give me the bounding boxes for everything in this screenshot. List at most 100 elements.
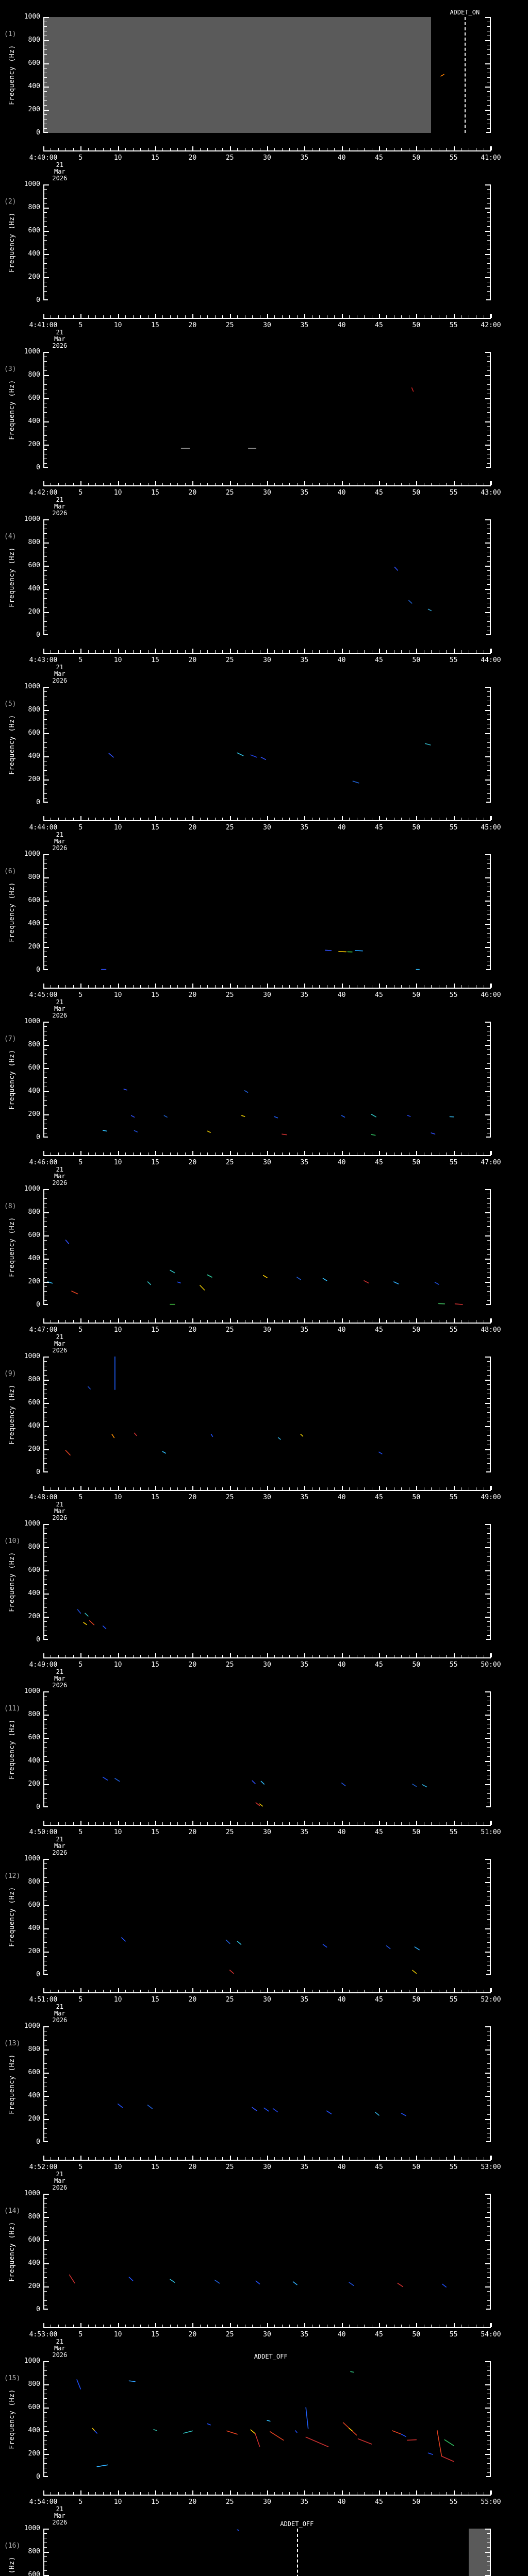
spectrogram-panel[interactable]: (11) Frequency (Hz) 0 200 400 600 800 1000 4:5… [0, 1682, 528, 1856]
spectrogram-panel[interactable]: (4) Frequency (Hz) 0 200 400 600 800 1000 4:43… [0, 510, 528, 684]
y-tick [485, 1022, 491, 1023]
plot-area[interactable] [43, 854, 491, 970]
y-minor-tick [43, 2556, 47, 2557]
y-tick [43, 1259, 49, 1260]
trace-layer [101, 950, 420, 970]
y-tick [485, 924, 491, 925]
y-minor-tick [43, 1793, 47, 1794]
plot-area[interactable] [43, 1859, 491, 1975]
y-minor-tick [487, 742, 491, 743]
plot-area[interactable] [43, 1357, 491, 1472]
spectrogram-panel[interactable]: (8) Frequency (Hz) 0 200 400 600 800 1000 4:47… [0, 1180, 528, 1354]
x-tick [341, 1988, 343, 1992]
plot-area[interactable] [43, 1022, 491, 1138]
x-tick-label: 30 [263, 1494, 271, 1501]
x-axis[interactable]: 4:49:00 5 10 15 20 25 30 35 40 45 50 55 50:00 21 Mar… [29, 1653, 501, 1689]
plot-area[interactable] [43, 2361, 491, 2477]
spectrogram-panel[interactable]: (12) Frequency (Hz) 0 200 400 600 800 1000 4:5… [0, 1850, 528, 2024]
x-minor-tick [170, 1320, 171, 1323]
x-axis-line [43, 1323, 491, 1324]
y-tick-label: 1000 [24, 1185, 40, 1193]
x-minor-tick [289, 818, 290, 820]
y-tick-label: 800 [28, 2213, 40, 2221]
x-minor-tick [296, 148, 298, 150]
x-tick-label: 10 [113, 489, 122, 497]
spectrogram-panel[interactable]: (3) Frequency (Hz) 0 200 400 600 800 1000 4:42… [0, 343, 528, 517]
x-minor-tick [386, 148, 387, 150]
y-minor-tick [487, 1421, 491, 1422]
x-axis[interactable]: 4:46:00 5 10 15 20 25 30 35 40 45 50 55 47:00 21 Mar… [29, 1151, 501, 1187]
plot-area[interactable] [43, 2529, 491, 2576]
panel-number: (7) [4, 1035, 16, 1043]
spectrogram-panel[interactable]: (5) Frequency (Hz) 0 200 400 600 800 1000 4:44… [0, 677, 528, 852]
plot-area[interactable] [43, 519, 491, 635]
x-axis[interactable]: 4:40:00 5 10 15 20 25 30 35 40 45 50 55 41:00 21 Mar… [29, 146, 501, 182]
y-minor-tick [43, 1054, 47, 1055]
x-minor-tick [364, 1153, 365, 1155]
y-tick-label: 600 [28, 59, 40, 67]
plot-area[interactable] [43, 1691, 491, 1807]
x-minor-tick [401, 985, 402, 988]
y-minor-tick [487, 435, 491, 436]
x-minor-tick [214, 650, 216, 653]
whistler-trace [250, 754, 257, 758]
x-tick [118, 1486, 119, 1490]
y-minor-tick [43, 263, 47, 264]
y-minor-tick [487, 556, 491, 557]
spectrogram-panel[interactable]: (15) Frequency (Hz) 0 200 400 600 800 1000 ADD… [0, 2352, 528, 2526]
spectrogram-panel[interactable]: (14) Frequency (Hz) 0 200 400 600 800 1000 4:5… [0, 2184, 528, 2359]
x-tick-label: 30 [263, 2163, 271, 2171]
plot-area[interactable] [43, 1524, 491, 1640]
x-tick [80, 481, 82, 485]
x-axis[interactable]: 4:53:00 5 10 15 20 25 30 35 40 45 50 55 54:00 21 Mar… [29, 2323, 501, 2359]
y-tick-label: 400 [28, 1087, 40, 1095]
y-tick [485, 1594, 491, 1595]
y-tick [485, 1357, 491, 1358]
y-tick-label: 400 [28, 752, 40, 760]
spectrogram-panel[interactable]: (1) Frequency (Hz) 0 200 400 600 800 1000 ADDE… [0, 8, 528, 182]
plot-area[interactable] [43, 687, 491, 803]
x-axis[interactable]: 4:51:00 5 10 15 20 25 30 35 40 45 50 55 52:00 21 Mar… [29, 1988, 501, 2024]
whistler-trace [85, 1613, 89, 1617]
spectrogram-panel[interactable]: (9) Frequency (Hz) 0 200 400 600 800 1000 4:48… [0, 1347, 528, 1521]
plot-area[interactable] [43, 2026, 491, 2142]
spectrogram-panel[interactable]: (13) Frequency (Hz) 0 200 400 600 800 1000 4:5… [0, 2017, 528, 2191]
plot-area[interactable] [43, 17, 491, 133]
x-axis[interactable]: 4:44:00 5 10 15 20 25 30 35 40 45 50 55 45:00 21 Mar… [29, 816, 501, 852]
x-minor-tick [274, 650, 275, 653]
spine-cap [486, 1471, 491, 1472]
x-tick [267, 2490, 268, 2495]
y-minor-tick [487, 286, 491, 287]
spectrogram-panel[interactable]: (10) Frequency (Hz) 0 200 400 600 800 1000 4:4… [0, 1515, 528, 1689]
plot-area[interactable] [43, 184, 491, 300]
x-minor-tick [110, 315, 111, 318]
spectrogram-panel[interactable]: (6) Frequency (Hz) 0 200 400 600 800 1000 4:45… [0, 845, 528, 1019]
date-year: 2026 [52, 1012, 68, 1019]
x-minor-tick [125, 1320, 126, 1323]
plot-area[interactable] [43, 1189, 491, 1305]
y-minor-tick [487, 1277, 491, 1278]
y-tick-label: 400 [28, 920, 40, 927]
x-minor-tick [237, 2157, 238, 2160]
whistler-trace [444, 2439, 454, 2446]
y-minor-tick [487, 2091, 491, 2092]
plot-area[interactable] [43, 352, 491, 468]
x-tick [80, 2156, 82, 2160]
x-minor-tick [140, 1320, 141, 1323]
y-tick-label: 600 [28, 1064, 40, 1072]
spectrogram-panel[interactable]: (7) Frequency (Hz) 0 200 400 600 800 1000 4:46… [0, 1012, 528, 1187]
y-minor-tick [487, 1049, 491, 1050]
spectrogram-panel[interactable]: (2) Frequency (Hz) 0 200 400 600 800 1000 4:41… [0, 175, 528, 349]
y-tick [43, 2217, 49, 2218]
x-axis[interactable]: 4:42:00 5 10 15 20 25 30 35 40 45 50 55 43:00 21 Mar… [29, 481, 501, 517]
y-minor-tick [43, 189, 47, 190]
x-tick-label: 15 [151, 2498, 159, 2506]
plot-area[interactable] [43, 2194, 491, 2310]
y-tick [485, 1928, 491, 1929]
spine-cap [486, 802, 491, 803]
x-minor-tick [386, 1320, 387, 1323]
x-tick [80, 1821, 82, 1825]
x-minor-tick [133, 1822, 134, 1825]
x-minor-tick [274, 1153, 275, 1155]
